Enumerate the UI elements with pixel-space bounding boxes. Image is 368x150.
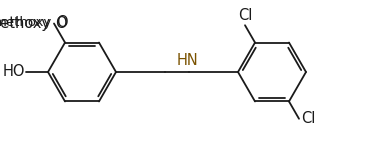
Text: Cl: Cl <box>301 111 315 126</box>
Text: O: O <box>56 15 68 30</box>
Text: methoxy: methoxy <box>0 16 51 31</box>
Text: O: O <box>55 16 67 31</box>
Text: HN: HN <box>176 53 198 68</box>
Text: methoxy: methoxy <box>0 16 52 29</box>
Text: HO: HO <box>3 64 25 80</box>
Text: Cl: Cl <box>238 8 252 23</box>
